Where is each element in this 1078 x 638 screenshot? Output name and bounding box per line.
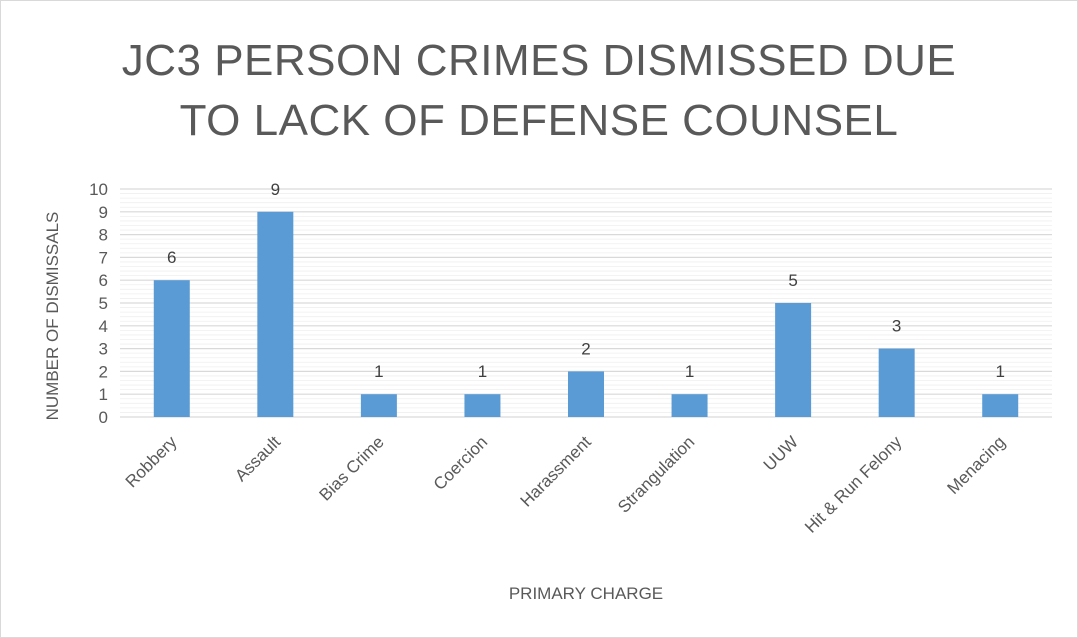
y-tick-label: 0 [99, 408, 108, 427]
x-tick-label: Robbery [122, 432, 181, 491]
x-tick-label: Assault [231, 432, 284, 485]
y-tick-label: 2 [99, 362, 108, 381]
data-labels: 6 9 1 1 2 1 5 3 1 [167, 180, 1005, 381]
data-label: 1 [685, 362, 694, 381]
y-tick-label: 8 [99, 226, 108, 245]
y-tick-label: 10 [89, 180, 108, 199]
x-tick-label: Hit & Run Felony [801, 432, 906, 537]
data-label: 9 [271, 180, 280, 199]
x-axis-label: PRIMARY CHARGE [509, 584, 663, 603]
y-tick-label: 6 [99, 271, 108, 290]
y-tick-label: 7 [99, 248, 108, 267]
y-axis-ticks: 0 1 2 3 4 5 6 7 8 9 10 [89, 180, 108, 427]
x-tick-label: Bias Crime [316, 432, 388, 504]
x-axis-ticks: Robbery Assault Bias Crime Coercion Harassme… [122, 432, 1009, 537]
x-tick-label: Menacing [943, 432, 1009, 498]
bars [153, 211, 1019, 417]
data-label: 6 [167, 248, 176, 267]
bar [464, 394, 501, 417]
data-label: 5 [788, 271, 797, 290]
data-label: 1 [374, 362, 383, 381]
y-tick-label: 5 [99, 294, 108, 313]
x-tick-label: UUW [760, 432, 802, 474]
chart-title-line-2: TO LACK OF DEFENSE COUNSEL [179, 96, 899, 145]
data-label: 1 [478, 362, 487, 381]
data-label: 2 [581, 339, 590, 358]
bar [360, 394, 397, 417]
bar [982, 394, 1019, 417]
y-tick-label: 3 [99, 340, 108, 359]
y-tick-label: 1 [99, 385, 108, 404]
y-tick-label: 9 [99, 203, 108, 222]
bar [671, 394, 708, 417]
y-axis-label: NUMBER OF DISMISSALS [43, 212, 62, 421]
chart-title-line-1: JC3 PERSON CRIMES DISMISSED DUE [121, 36, 957, 85]
bar [775, 303, 812, 417]
bar [257, 211, 294, 417]
data-label: 3 [892, 317, 901, 336]
bar [568, 371, 604, 417]
y-tick-label: 4 [99, 317, 108, 336]
bar [153, 280, 190, 417]
x-tick-label: Strangulation [614, 432, 698, 516]
x-tick-label: Harassment [517, 432, 595, 510]
x-tick-label: Coercion [430, 432, 492, 494]
bar [878, 348, 915, 417]
data-label: 1 [995, 362, 1004, 381]
